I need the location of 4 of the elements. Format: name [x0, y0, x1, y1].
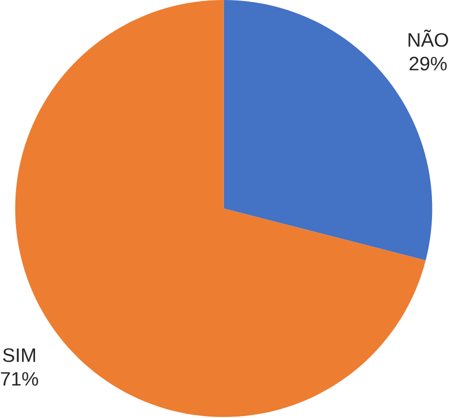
- slice-label: NÃO: [408, 30, 448, 47]
- data-label: 71%: [1, 372, 38, 386]
- slice-label: SIM: [3, 348, 36, 362]
- data-label: 29%: [410, 56, 447, 70]
